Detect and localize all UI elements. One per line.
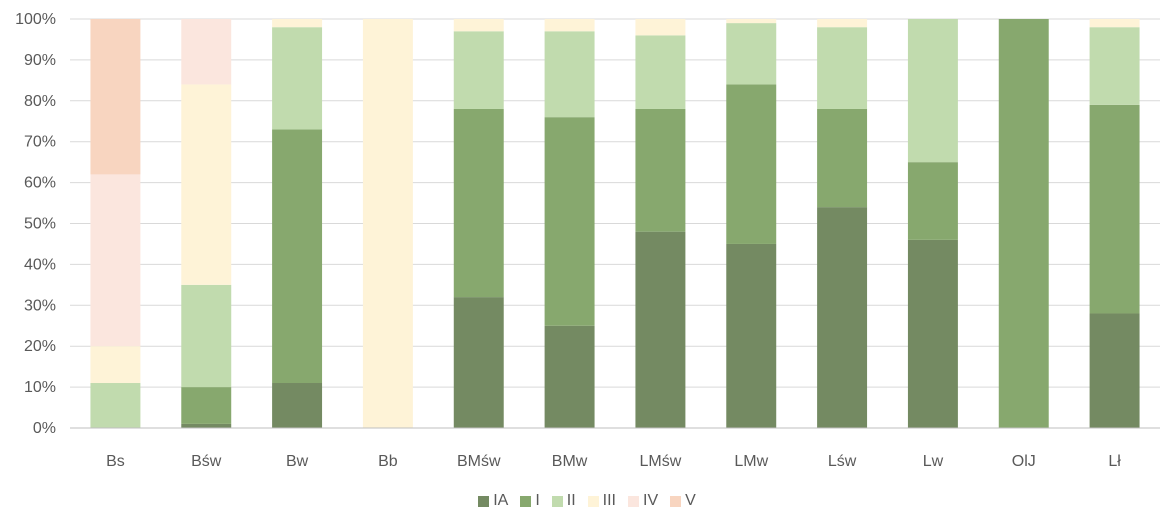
x-axis-ticks: Bs Bśw Bw Bb BMśw BMw LMśw LMw Lśw Lw OlJ Lł: [106, 453, 1121, 470]
bar-segment-ii: [181, 284, 232, 388]
bar-segment-iii: [726, 19, 777, 24]
bar-segment-i: [272, 129, 323, 384]
bar-segment-i: [544, 117, 595, 326]
x-tick-label: Bb: [378, 453, 398, 470]
bar-segment-iii: [453, 19, 504, 32]
y-tick-label: 100%: [15, 11, 56, 28]
bar-segment-iii: [272, 19, 323, 28]
bar-segment-i: [181, 387, 232, 424]
y-tick-label: 10%: [24, 379, 56, 396]
bar-segment-ii: [907, 19, 958, 163]
bar-segment-ia: [1089, 313, 1140, 428]
y-tick-label: 60%: [24, 175, 56, 192]
legend-item: III: [587, 492, 616, 510]
x-tick-label: LMw: [734, 453, 768, 470]
y-tick-label: 90%: [24, 52, 56, 69]
legend-label: I: [535, 492, 540, 509]
legend-label: III: [602, 492, 616, 509]
x-tick-label: Lł: [1108, 453, 1121, 470]
legend-item: IA: [478, 492, 508, 510]
y-tick-label: 50%: [24, 216, 56, 233]
x-tick-label: BMw: [552, 453, 588, 470]
bar-segment-ia: [907, 239, 958, 428]
x-tick-label: Lśw: [828, 453, 857, 470]
legend-label: IV: [643, 492, 659, 509]
x-tick-label: LMśw: [640, 453, 682, 470]
bar-segment-i: [998, 19, 1049, 428]
bar-segment-ia: [453, 297, 504, 428]
x-tick-label: Bw: [286, 453, 309, 470]
legend-swatch: [587, 495, 599, 507]
bar-segment-iv: [90, 174, 141, 347]
y-tick-label: 30%: [24, 297, 56, 314]
bar-segment-v: [90, 19, 141, 175]
legend-label: V: [685, 492, 696, 509]
y-axis-ticks: 0% 10% 20% 30% 40% 50% 60% 70% 80% 90% 100%: [15, 11, 56, 437]
bar-segment-iii: [362, 19, 413, 428]
bar-segment-ii: [272, 27, 323, 130]
y-tick-label: 40%: [24, 256, 56, 273]
x-tick-label: Bśw: [191, 453, 222, 470]
x-tick-label: OlJ: [1012, 453, 1036, 470]
x-tick-label: Lw: [923, 453, 944, 470]
bar-segment-ii: [453, 31, 504, 109]
bar-segment-ia: [635, 231, 686, 428]
legend: IA I II III IV V: [0, 490, 1174, 512]
legend-item: V: [670, 492, 696, 510]
bar-segment-iii: [90, 346, 141, 384]
bar-segment-iii: [544, 19, 595, 32]
y-tick-label: 70%: [24, 134, 56, 151]
bar-segment-i: [453, 108, 504, 298]
bar-segment-i: [817, 108, 868, 208]
bar-segment-i: [635, 108, 686, 232]
y-tick-label: 20%: [24, 338, 56, 355]
grid-lines: [70, 18, 1160, 388]
bar-segment-iv: [181, 19, 232, 85]
legend-label: IA: [493, 492, 509, 509]
legend-item: IV: [628, 492, 658, 510]
bar-segment-i: [1089, 104, 1140, 314]
bar-segment-ia: [272, 383, 323, 428]
y-tick-label: 80%: [24, 93, 56, 110]
legend-swatch: [670, 495, 682, 507]
legend-label: II: [566, 492, 576, 509]
legend-item: I: [520, 492, 540, 510]
legend-item: II: [551, 492, 576, 510]
bar-segment-ia: [181, 423, 232, 428]
bar-segment-ii: [544, 31, 595, 118]
legend-swatch: [551, 495, 563, 507]
bar-segment-iii: [181, 84, 232, 285]
bar-segment-i: [907, 162, 958, 240]
stacked-bar-chart: 0%10%20%30%40%50%60%70%80%90%100% Bs Bśw B…: [15, 11, 1160, 470]
bar-segment-ii: [817, 27, 868, 109]
legend-swatch: [478, 495, 490, 507]
bar-segment-iii: [817, 19, 868, 28]
bar-segment-iii: [635, 19, 686, 36]
bars: [90, 19, 1140, 428]
bar-segment-i: [726, 84, 777, 244]
bar-segment-ii: [1089, 27, 1140, 105]
bar-segment-ia: [817, 207, 868, 428]
legend-swatch: [520, 495, 532, 507]
x-tick-label: BMśw: [457, 453, 501, 470]
bar-segment-ia: [726, 243, 777, 428]
bar-segment-ii: [726, 23, 777, 85]
legend-swatch: [628, 495, 639, 507]
y-tick-label: 0%: [33, 420, 56, 437]
bar-segment-iii: [1089, 19, 1140, 28]
bar-segment-ia: [544, 325, 595, 428]
bar-segment-ii: [90, 383, 141, 428]
bar-segment-ii: [635, 35, 686, 109]
x-tick-label: Bs: [106, 453, 125, 470]
